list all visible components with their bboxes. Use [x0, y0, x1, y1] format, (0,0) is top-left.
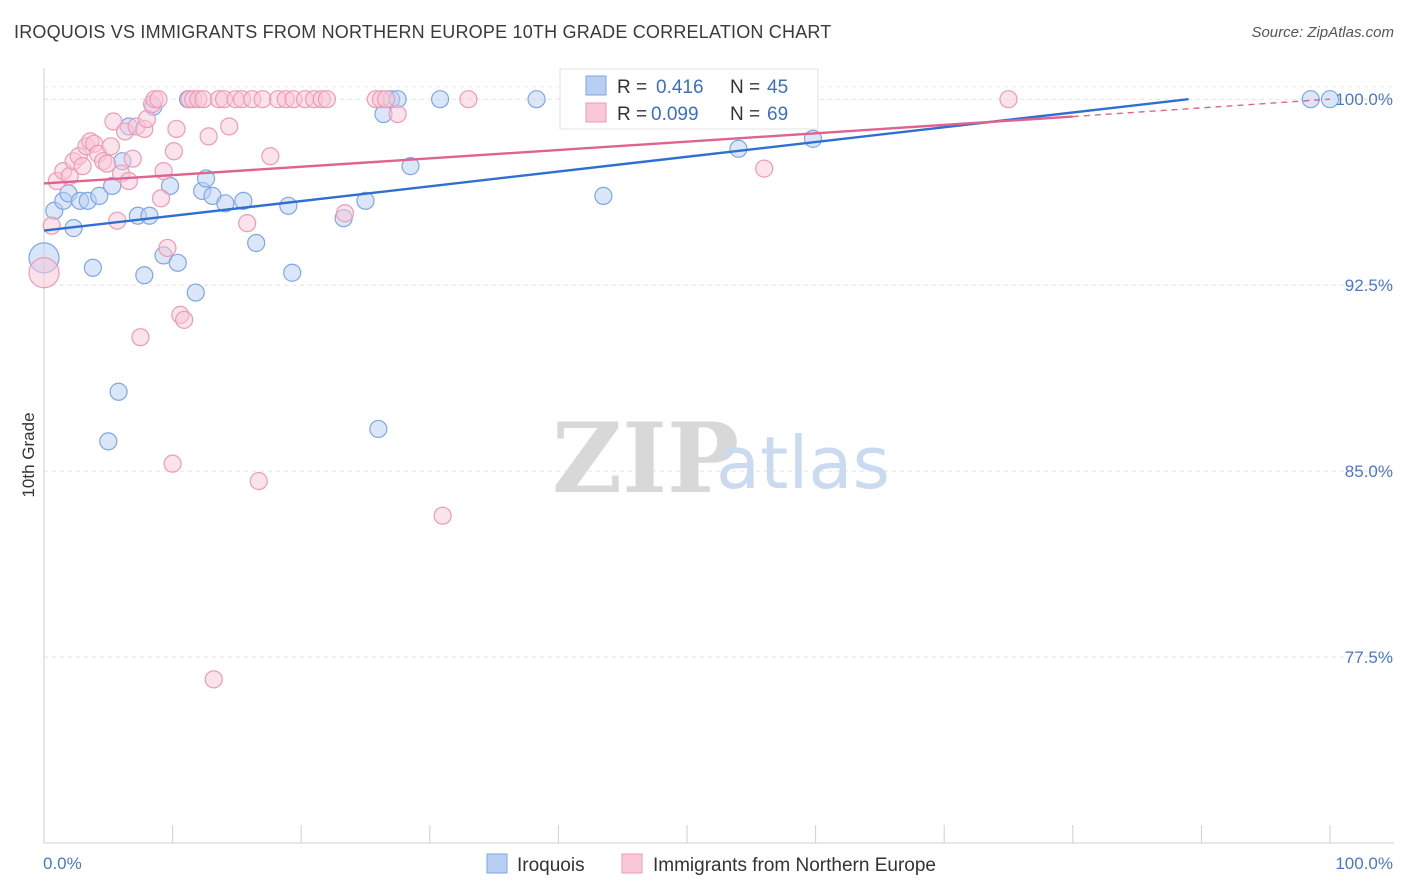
northern-europe-trend-extension: [1072, 98, 1331, 118]
northern-europe-point-58: [317, 90, 337, 109]
northern-europe-point-63: [388, 104, 407, 124]
y-axis-label: 10th Grade: [19, 412, 38, 497]
northern-europe-point-19: [119, 171, 138, 191]
axes: [43, 68, 1394, 844]
iroquois-point-10: [103, 176, 122, 196]
stats-n-label-northern-europe: N =: [730, 104, 760, 125]
northern-europe-point-28: [151, 189, 171, 208]
iroquois-point-9: [99, 432, 118, 451]
northern-europe-point-49: [249, 471, 268, 491]
stats-r-label-northern-europe: R =: [617, 104, 647, 125]
northern-europe-point-50: [253, 90, 272, 109]
northern-europe-point-59: [335, 204, 355, 223]
series-legend: Iroquois Immigrants from Northern Europe: [486, 853, 936, 876]
iroquois-point-29: [279, 196, 298, 215]
northern-europe-point-44: [220, 117, 239, 136]
iroquois-point-15: [135, 266, 154, 285]
y-tick-label-3: 77.5%: [1345, 648, 1393, 667]
watermark: ZIP atlas: [552, 402, 890, 515]
iroquois-point-22: [186, 283, 205, 302]
stats-legend-swatch-iroquois: [585, 75, 607, 96]
northern-europe-point-35: [175, 310, 194, 329]
northern-europe-point-0: [28, 257, 60, 289]
x-tick-labels: 0.0% 100.0%: [43, 854, 1393, 873]
iroquois-point-39: [527, 90, 546, 109]
northern-europe-point-22: [131, 328, 150, 347]
legend-swatch-northern-europe: [621, 853, 643, 874]
northern-europe-point-13: [97, 154, 117, 173]
northern-europe-point-51: [261, 147, 280, 166]
northern-europe-point-65: [459, 90, 478, 109]
stats-legend: R = 0.416 N = 45 R = 0.099 N = 69: [559, 68, 819, 130]
northern-europe-point-20: [123, 149, 142, 168]
iroquois-point-38: [430, 90, 450, 109]
northern-europe-point-39: [194, 90, 213, 109]
stats-r-value-northern-europe: 0.099: [651, 104, 699, 125]
iroquois-point-27: [234, 191, 253, 210]
northern-europe-point-67: [755, 159, 774, 178]
iroquois-point-8: [90, 186, 109, 205]
iroquois-point-30: [283, 263, 302, 282]
iroquois-point-37: [401, 157, 420, 176]
northern-europe-point-27: [149, 90, 168, 109]
iroquois-point-32: [356, 191, 375, 210]
watermark-zip: ZIP: [552, 402, 739, 515]
legend-label-iroquois: Iroquois: [517, 855, 585, 876]
northern-europe-point-15: [104, 112, 123, 131]
x-tick-label-0: 0.0%: [43, 854, 82, 873]
northern-europe-point-14: [101, 137, 120, 156]
y-tick-label-1: 92.5%: [1345, 276, 1393, 295]
x-tick-label-1: 100.0%: [1335, 854, 1393, 873]
watermark-atlas: atlas: [716, 421, 890, 505]
northern-europe-point-47: [238, 214, 257, 233]
iroquois-point-40: [594, 186, 613, 205]
stats-legend-swatch-northern-europe: [585, 102, 607, 123]
iroquois-point-7: [83, 258, 102, 277]
y-tick-labels: 100.0% 92.5% 85.0% 77.5%: [1335, 90, 1393, 667]
northern-europe-point-32: [164, 142, 183, 161]
chart-title: IROQUOIS VS IMMIGRANTS FROM NORTHERN EUR…: [14, 22, 832, 42]
northern-europe-point-30: [158, 238, 177, 258]
northern-europe-point-62: [376, 90, 396, 109]
stats-n-value-iroquois: 45: [767, 77, 788, 98]
northern-europe-point-68: [999, 90, 1018, 109]
iroquois-point-33: [369, 419, 388, 439]
stats-r-value-iroquois: 0.416: [656, 77, 704, 98]
legend-swatch-iroquois: [486, 853, 508, 874]
stats-n-value-northern-europe: 69: [767, 104, 788, 125]
stats-r-label-iroquois: R =: [617, 77, 647, 98]
y-tick-label-0: 100.0%: [1335, 90, 1393, 109]
chart-source: Source: ZipAtlas.com: [1251, 24, 1394, 41]
northern-europe-point-33: [167, 119, 186, 139]
data-points: [28, 90, 1340, 689]
northern-europe-point-31: [163, 454, 182, 473]
gridlines: [44, 86, 1394, 658]
stats-n-label-iroquois: N =: [730, 77, 760, 98]
iroquois-point-41: [729, 139, 748, 158]
northern-europe-trend-line: [43, 115, 1073, 185]
northern-europe-point-40: [199, 127, 218, 146]
legend-label-northern-europe: Immigrants from Northern Europe: [653, 855, 936, 876]
trend-lines: [43, 97, 1331, 232]
northern-europe-point-7: [73, 157, 92, 176]
iroquois-point-20: [168, 253, 187, 272]
iroquois-point-11: [109, 382, 128, 401]
y-tick-label-2: 85.0%: [1345, 462, 1393, 481]
iroquois-point-43: [1301, 90, 1320, 109]
iroquois-point-26: [216, 194, 235, 213]
iroquois-point-28: [247, 233, 266, 253]
northern-europe-point-64: [433, 506, 452, 525]
northern-europe-point-41: [204, 670, 223, 689]
iroquois-point-16: [140, 206, 159, 225]
